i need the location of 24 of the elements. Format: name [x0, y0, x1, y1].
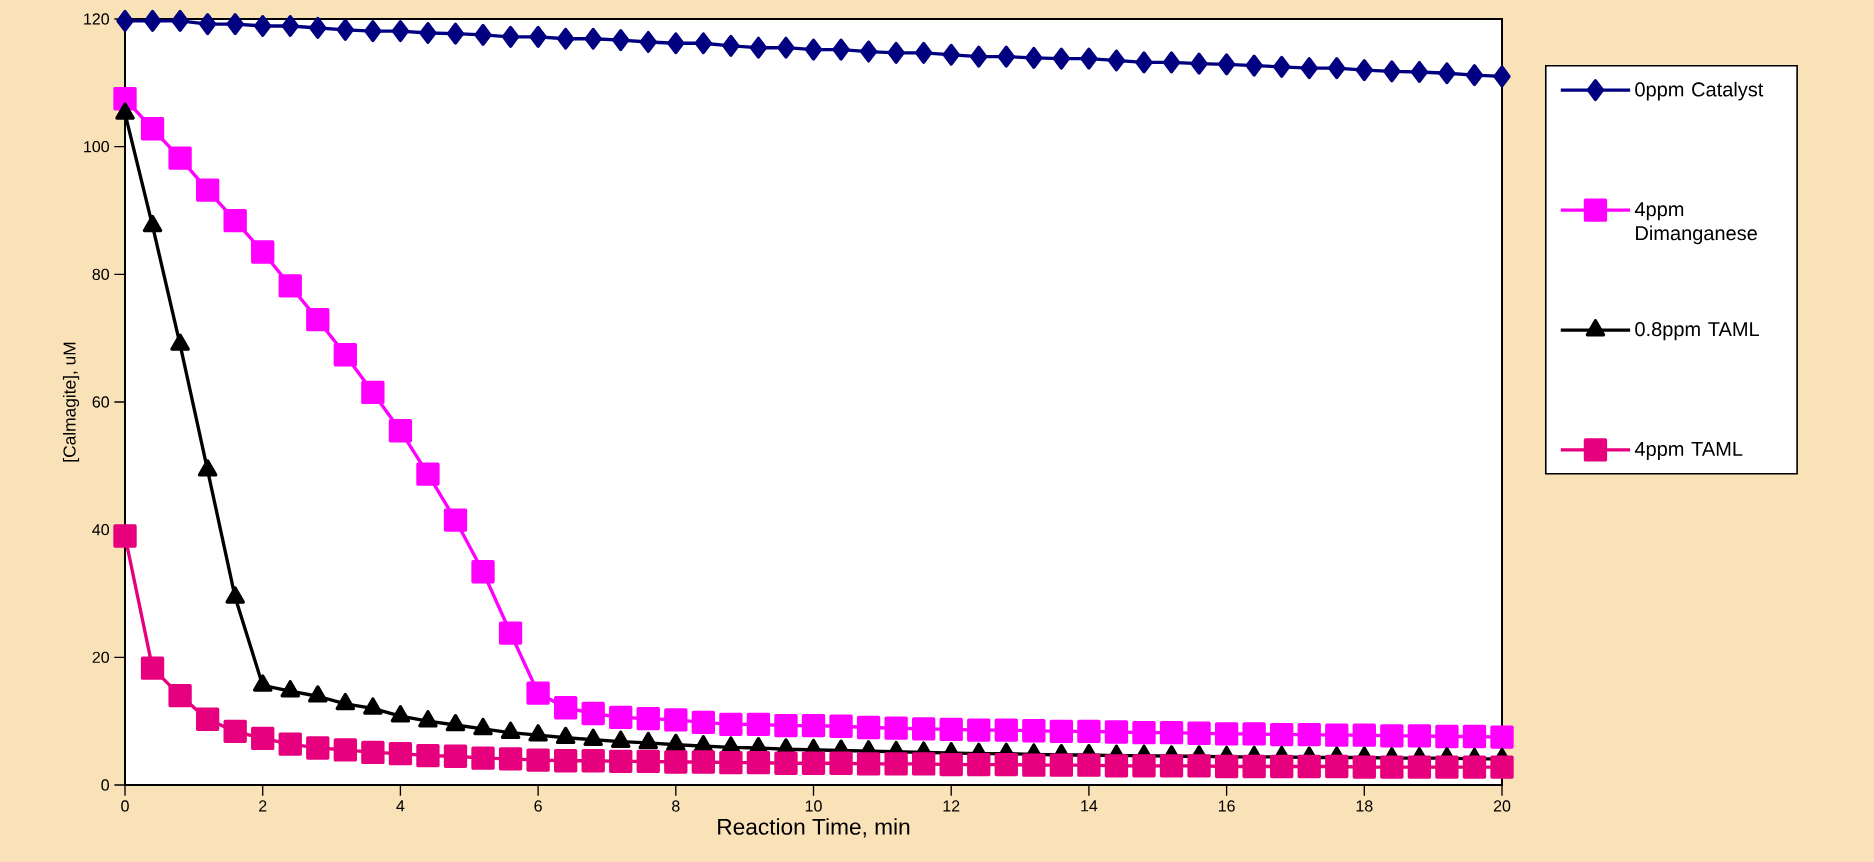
x-tick-label: 2	[259, 800, 267, 812]
y-tick-label: 100	[84, 140, 110, 153]
y-tick-label: 60	[92, 396, 110, 408]
y-tick-label: 20	[92, 651, 110, 663]
legend-label: 0.8ppm TAML	[1635, 322, 1760, 341]
y-axis-title: [Calmagite], uM	[62, 342, 80, 462]
x-tick-label: 8	[672, 800, 680, 812]
legend-label: 4ppm Dimanganese	[1634, 202, 1757, 245]
x-tick-label: 14	[1081, 800, 1098, 812]
x-tick-label: 6	[534, 800, 542, 812]
x-tick-label: 12	[943, 800, 960, 812]
x-tick-label: 16	[1218, 800, 1235, 812]
y-tick-label: 80	[92, 268, 110, 280]
x-tick-label: 10	[805, 800, 822, 812]
legend-label: 4ppm TAML	[1634, 442, 1743, 460]
x-tick-label: 4	[396, 800, 405, 812]
x-axis-title: Reaction Time, min	[718, 818, 910, 838]
x-tick-label: 20	[1493, 800, 1511, 812]
legend-label: 0ppm Catalyst	[1635, 81, 1764, 101]
x-tick-label: 18	[1356, 800, 1373, 812]
y-tick-label: 0	[101, 779, 110, 791]
y-tick-label: 120	[84, 13, 110, 25]
y-tick-label: 40	[92, 523, 110, 536]
x-tick-label: 0	[121, 800, 129, 812]
